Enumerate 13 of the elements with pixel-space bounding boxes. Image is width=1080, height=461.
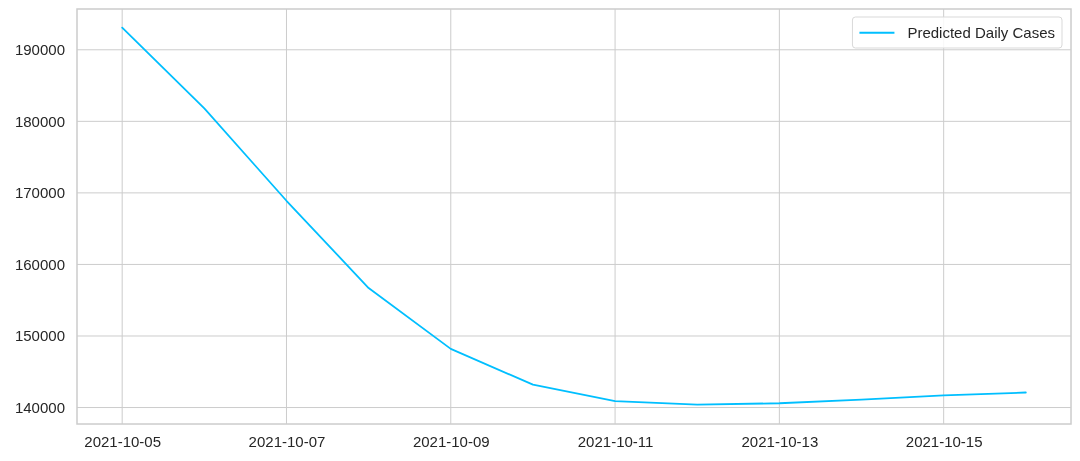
y-tick-label: 160000 xyxy=(14,255,65,273)
x-tick-label: 2021-10-05 xyxy=(84,432,162,450)
y-tick-label: 190000 xyxy=(14,41,65,59)
legend-label: Predicted Daily Cases xyxy=(907,24,1055,41)
x-tick-label: 2021-10-09 xyxy=(412,432,490,450)
x-tick-label: 2021-10-07 xyxy=(248,432,326,450)
y-tick-label: 140000 xyxy=(14,398,65,416)
y-tick-label: 170000 xyxy=(14,184,65,202)
x-tick-label: 2021-10-13 xyxy=(741,432,819,450)
y-tick-label: 180000 xyxy=(14,112,65,130)
x-tick-label: 2021-10-15 xyxy=(905,432,983,450)
x-tick-label: 2021-10-11 xyxy=(577,432,654,450)
y-tick-label: 150000 xyxy=(14,327,65,345)
